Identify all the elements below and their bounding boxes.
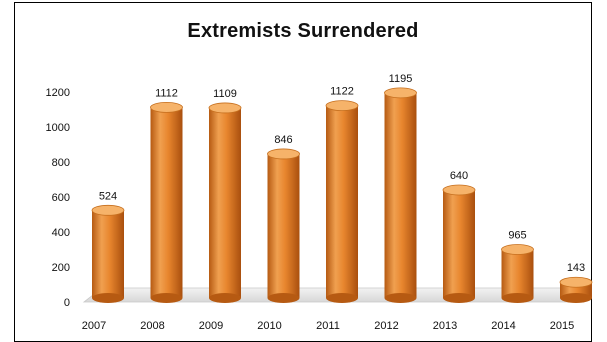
- data-label: 1195: [389, 73, 413, 85]
- bar-top: [501, 244, 534, 255]
- bar-top: [208, 102, 242, 114]
- bar: [384, 92, 417, 298]
- y-tick-label: 400: [52, 227, 70, 239]
- x-tick-label: 2012: [374, 320, 398, 332]
- data-label: 1112: [155, 87, 178, 99]
- x-tick-label: 2014: [491, 320, 515, 332]
- bar-top: [325, 100, 359, 112]
- x-tick-label: 2007: [82, 320, 106, 332]
- chart-title: Extremists Surrendered: [187, 20, 419, 42]
- bar-base: [560, 293, 592, 303]
- y-tick-label: 200: [52, 262, 70, 274]
- x-tick-label: 2013: [433, 320, 457, 332]
- bar-base: [209, 293, 241, 303]
- data-label: 1122: [330, 86, 354, 98]
- data-label: 640: [450, 170, 468, 182]
- data-label: 143: [567, 262, 585, 274]
- data-label: 846: [274, 134, 292, 146]
- bar-base: [384, 293, 417, 303]
- bar-top: [91, 204, 125, 216]
- x-tick-label: 2015: [550, 320, 574, 332]
- y-tick-label: 1200: [46, 87, 70, 99]
- x-tick-label: 2009: [199, 320, 223, 332]
- bar: [443, 190, 475, 298]
- bar-base: [443, 293, 475, 303]
- bar-top: [384, 87, 417, 99]
- bar-top: [559, 276, 593, 288]
- bar-base: [150, 293, 183, 303]
- bar: [209, 107, 241, 298]
- bar-base: [326, 293, 358, 303]
- data-label: 524: [99, 190, 117, 202]
- x-tick-label: 2010: [257, 320, 281, 332]
- bar: [92, 210, 124, 298]
- bar-base: [267, 293, 300, 303]
- y-tick-label: 800: [52, 157, 70, 169]
- bar: [150, 107, 183, 299]
- y-tick-label: 600: [52, 192, 70, 204]
- bar-top: [442, 184, 476, 196]
- data-label: 1109: [213, 88, 237, 100]
- bar: [501, 249, 534, 298]
- bar-base: [92, 293, 124, 303]
- bar: [267, 153, 300, 298]
- x-tick-label: 2011: [316, 320, 340, 332]
- bar: [326, 105, 358, 299]
- x-tick-label: 2008: [140, 320, 164, 332]
- y-tick-label: 1000: [46, 122, 70, 134]
- bar-top: [150, 102, 183, 113]
- data-label: 965: [508, 230, 526, 242]
- bar-top: [267, 148, 300, 160]
- y-tick-label: 0: [64, 297, 70, 309]
- bar-base: [501, 293, 534, 303]
